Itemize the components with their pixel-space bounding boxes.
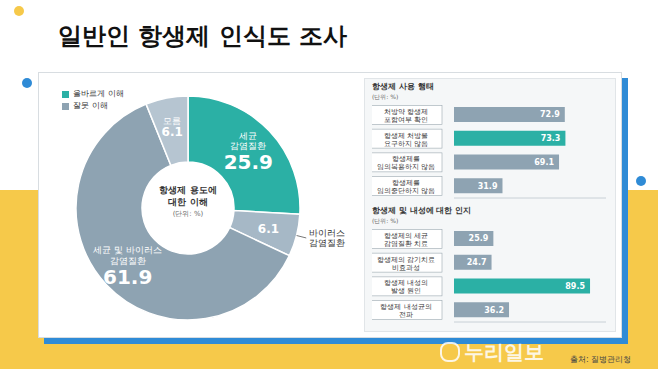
svg-text:89.5: 89.5 — [565, 282, 585, 291]
svg-text:25.9: 25.9 — [469, 234, 489, 243]
html-text:항생제 및 내성에 대한 인지: 항생제 및 내성에 대한 인지 — [372, 206, 472, 215]
html-text:대한 이해: 대한 이해 — [168, 197, 208, 207]
html-text:누리일보: 누리일보 — [464, 340, 544, 364]
svg-text:73.3: 73.3 — [541, 134, 561, 143]
svg-text:항생제의 세균: 항생제의 세균 — [384, 232, 428, 240]
html-text:잘못 이해: 잘못 이해 — [73, 101, 108, 110]
svg-text:69.1: 69.1 — [534, 158, 554, 167]
svg-text:항생제 내성의: 항생제 내성의 — [384, 279, 428, 287]
svg-text:항생제를: 항생제를 — [392, 179, 420, 187]
svg-text:감염질환 치료: 감염질환 치료 — [384, 240, 428, 248]
svg-text:전파: 전파 — [399, 311, 413, 319]
svg-text:72.9: 72.9 — [540, 110, 560, 119]
svg-text:36.2: 36.2 — [484, 306, 504, 315]
svg-text:항생제 내성균의: 항생제 내성균의 — [380, 303, 431, 311]
svg-text:31.9: 31.9 — [478, 182, 498, 191]
html-text:올바르게 이해: 올바르게 이해 — [73, 89, 124, 98]
svg-text:모름: 모름 — [163, 115, 182, 126]
svg-text:임의복용하지 않음: 임의복용하지 않음 — [377, 163, 435, 171]
html-text:(단위: %): (단위: %) — [372, 93, 399, 100]
svg-text:61.9: 61.9 — [103, 265, 152, 289]
svg-text:발생 원인: 발생 원인 — [391, 287, 421, 295]
svg-text:항생제의 감기치료: 항생제의 감기치료 — [377, 256, 435, 264]
svg-text:세균 및 바이러스: 세균 및 바이러스 — [93, 245, 161, 255]
svg-text:6.1: 6.1 — [162, 125, 183, 139]
html-text:(단위: %): (단위: %) — [372, 217, 399, 224]
html-text:항생제 사용 행태: 항생제 사용 행태 — [372, 82, 434, 91]
svg-text:임의중단하지 않음: 임의중단하지 않음 — [377, 187, 435, 195]
svg-text:항생제 처방을: 항생제 처방을 — [384, 132, 428, 140]
svg-text:25.9: 25.9 — [224, 150, 273, 174]
html-text:일반인 항생제 인식도 조사: 일반인 항생제 인식도 조사 — [58, 22, 348, 50]
svg-text:요구하지 않음: 요구하지 않음 — [384, 140, 428, 148]
svg-text:항생제를: 항생제를 — [392, 155, 420, 163]
html-text:(단위: %): (단위: %) — [172, 210, 204, 218]
svg-text:처방약 항생제: 처방약 항생제 — [384, 108, 428, 116]
svg-text:6.1: 6.1 — [258, 222, 279, 236]
svg-text:감염질환: 감염질환 — [109, 255, 146, 266]
svg-text:24.7: 24.7 — [467, 258, 487, 267]
svg-text:감염질환: 감염질환 — [230, 141, 267, 152]
html-text:항생제 용도에: 항생제 용도에 — [159, 185, 217, 195]
svg-text:세균: 세균 — [239, 131, 257, 141]
html-text:출처: 질병관리청: 출처: 질병관리청 — [570, 355, 632, 364]
svg-text:포함여부 확인: 포함여부 확인 — [384, 116, 428, 124]
svg-text:바이러스: 바이러스 — [309, 228, 345, 238]
svg-text:비효과성: 비효과성 — [392, 264, 420, 272]
svg-text:감염질환: 감염질환 — [309, 238, 345, 248]
